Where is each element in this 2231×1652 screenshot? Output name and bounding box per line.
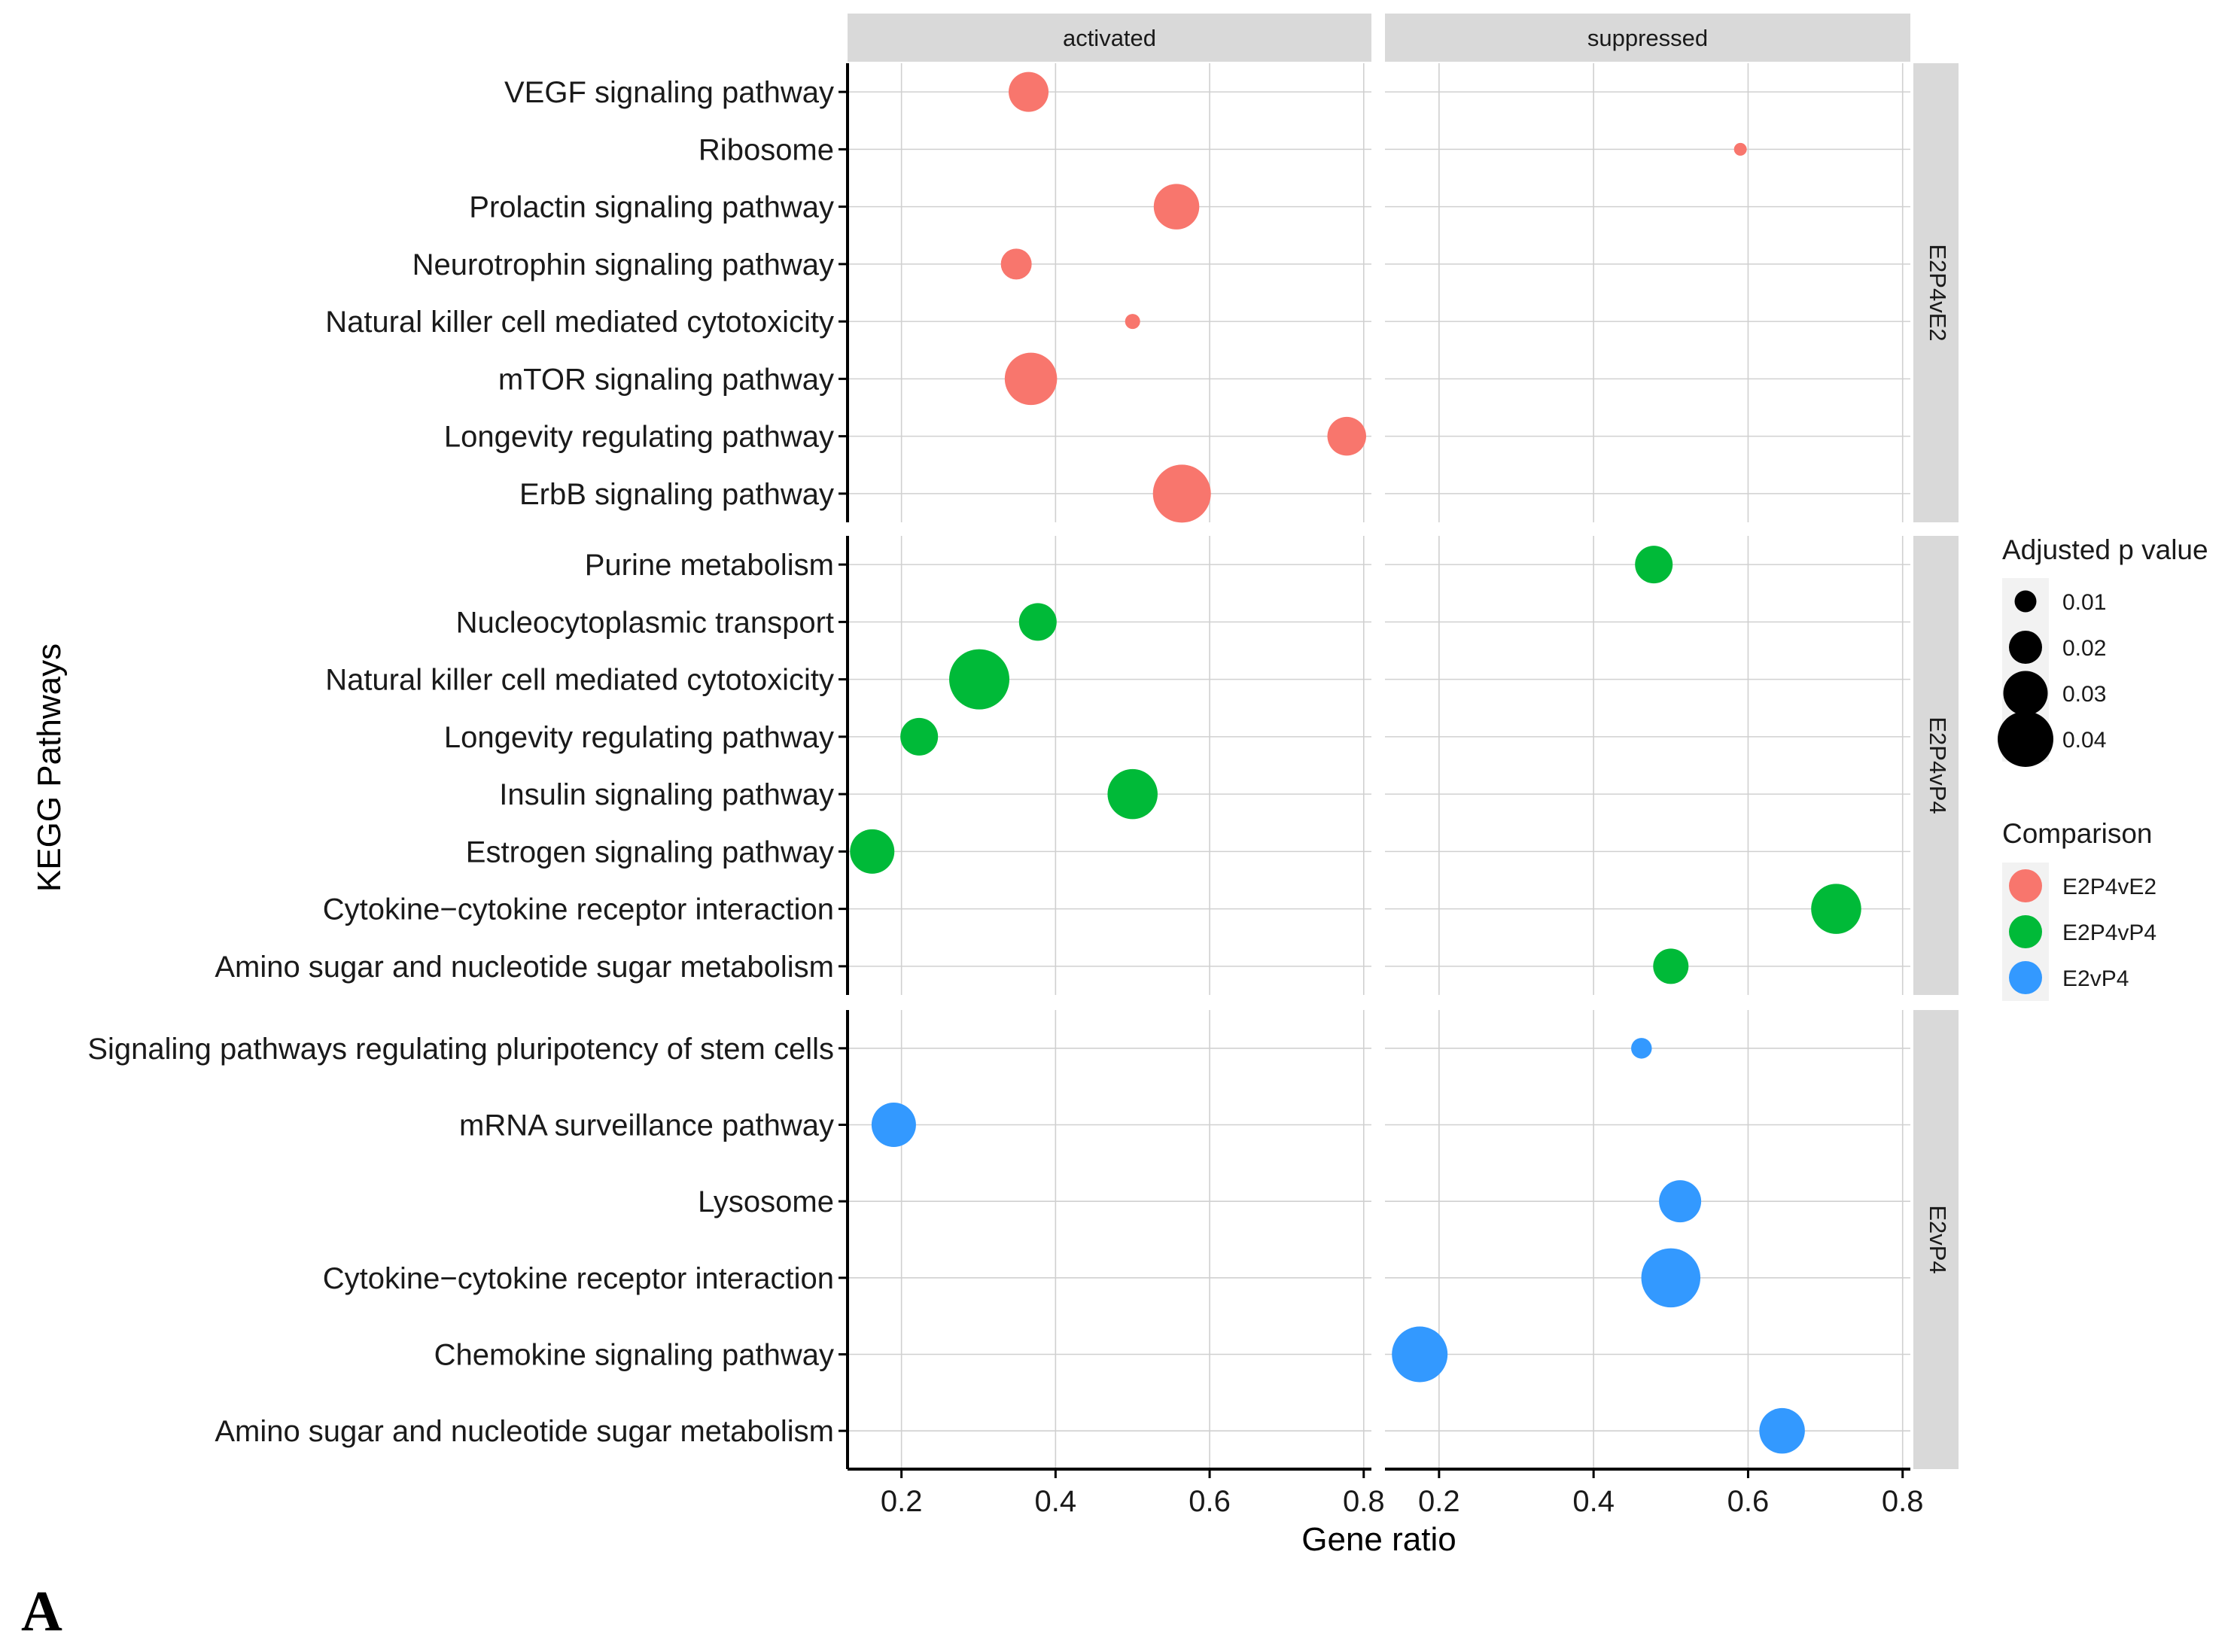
point-e2p4vp4-nucleocytoplasmic-transport [1018, 603, 1057, 641]
y-tick-label-ribosome: Ribosome [699, 133, 834, 166]
point-e2vp4-cytokine-cytokine-receptor-interaction [1641, 1248, 1701, 1308]
y-tick-label-prolactin-signaling-pathway: Prolactin signaling pathway [469, 191, 834, 224]
legend-size-label: 0.01 [2062, 590, 2106, 615]
point-e2p4ve2-prolactin-signaling-pathway [1153, 184, 1200, 230]
y-tick-label-longevity-regulating-pathway: Longevity regulating pathway [444, 721, 834, 754]
strip-e2vp4 [1913, 1010, 1959, 1469]
x-tick-label: 0.4 [1035, 1485, 1077, 1518]
y-tick-label-natural-killer-cell-mediated-cytotoxicity: Natural killer cell mediated cytotoxicit… [325, 664, 834, 697]
legend-color-key-e2p4vp4 [2009, 915, 2042, 948]
y-tick-label-mtor-signaling-pathway: mTOR signaling pathway [498, 363, 834, 396]
y-tick-label-chemokine-signaling-pathway: Chemokine signaling pathway [434, 1339, 834, 1372]
strip-e2p4ve2 [1913, 63, 1959, 522]
y-tick-label-vegf-signaling-pathway: VEGF signaling pathway [504, 76, 834, 109]
y-tick-label-neurotrophin-signaling-pathway: Neurotrophin signaling pathway [412, 248, 834, 281]
strip-label-e2p4vp4: E2P4vP4 [1925, 716, 1951, 814]
point-e2vp4-amino-sugar-and-nucleotide-sugar-metabolism [1759, 1407, 1805, 1454]
y-tick-label-cytokine-cytokine-receptor-interaction: Cytokine−cytokine receptor interaction [323, 1262, 834, 1295]
point-e2p4vp4-cytokine-cytokine-receptor-interaction [1811, 884, 1861, 934]
strip-suppressed [1385, 14, 1910, 62]
point-e2p4vp4-insulin-signaling-pathway [1107, 768, 1158, 820]
point-e2p4ve2-ribosome [1733, 142, 1747, 156]
strip-label-activated: activated [1063, 25, 1156, 51]
x-tick-label: 0.6 [1727, 1485, 1770, 1518]
y-tick-label-nucleocytoplasmic-transport: Nucleocytoplasmic transport [456, 606, 834, 639]
y-tick-label-purine-metabolism: Purine metabolism [585, 549, 834, 582]
y-tick-label-lysosome: Lysosome [698, 1185, 834, 1218]
point-e2vp4-mrna-surveillance-pathway [871, 1103, 916, 1147]
legend-size-label: 0.04 [2062, 728, 2106, 753]
legend-color-label-e2vp4: E2vP4 [2062, 966, 2129, 991]
strip-activated [848, 14, 1371, 62]
x-tick-label: 0.2 [881, 1485, 923, 1518]
point-e2p4ve2-natural-killer-cell-mediated-cytotoxicity [1125, 314, 1140, 330]
legend-size-key [2003, 671, 2048, 716]
figure-label: A [21, 1580, 62, 1643]
legend-size-key [2014, 590, 2037, 613]
y-tick-label-insulin-signaling-pathway: Insulin signaling pathway [499, 778, 834, 811]
x-tick-label: 0.2 [1418, 1485, 1460, 1518]
y-tick-label-amino-sugar-and-nucleotide-sugar-metabolism: Amino sugar and nucleotide sugar metabol… [215, 1415, 834, 1448]
strip-label-suppressed: suppressed [1587, 25, 1708, 51]
point-e2p4ve2-mtor-signaling-pathway [1004, 352, 1058, 406]
point-e2vp4-lysosome [1659, 1180, 1702, 1223]
legend-color-label-e2p4ve2: E2P4vE2 [2062, 875, 2156, 899]
legend-size-title: Adjusted p value [2002, 534, 2208, 565]
legend-size-label: 0.02 [2062, 636, 2106, 661]
point-e2p4vp4-natural-killer-cell-mediated-cytotoxicity [949, 649, 1010, 710]
point-e2p4ve2-vegf-signaling-pathway [1009, 71, 1049, 112]
y-tick-label-signaling-pathways-regulating-pluripotency-of-stem-cells: Signaling pathways regulating pluripoten… [87, 1033, 834, 1066]
point-e2p4vp4-longevity-regulating-pathway [900, 717, 939, 756]
point-e2p4vp4-estrogen-signaling-pathway [850, 829, 895, 874]
point-e2p4vp4-purine-metabolism [1635, 546, 1673, 584]
legend-color-label-e2p4vp4: E2P4vP4 [2062, 920, 2156, 945]
y-tick-label-estrogen-signaling-pathway: Estrogen signaling pathway [466, 835, 834, 869]
legend-size-label: 0.03 [2062, 682, 2106, 707]
strip-label-e2vp4: E2vP4 [1925, 1205, 1951, 1273]
y-axis-title: KEGG Pathways [31, 643, 68, 892]
legend-color-title: Comparison [2002, 818, 2152, 849]
y-tick-label-cytokine-cytokine-receptor-interaction: Cytokine−cytokine receptor interaction [323, 893, 834, 926]
legend-color-key-e2p4ve2 [2009, 869, 2042, 902]
x-tick-label: 0.8 [1882, 1485, 1924, 1518]
point-e2p4vp4-amino-sugar-and-nucleotide-sugar-metabolism [1653, 948, 1689, 984]
y-tick-label-natural-killer-cell-mediated-cytotoxicity: Natural killer cell mediated cytotoxicit… [325, 306, 834, 339]
x-axis-title: Gene ratio [1301, 1521, 1456, 1558]
point-e2vp4-signaling-pathways-regulating-pluripotency-of-stem-cells [1631, 1038, 1652, 1059]
legend-color-key-e2vp4 [2009, 961, 2042, 994]
legend-size-key [1998, 711, 2053, 767]
point-e2p4ve2-neurotrophin-signaling-pathway [1000, 248, 1032, 280]
y-tick-label-mrna-surveillance-pathway: mRNA surveillance pathway [459, 1109, 834, 1142]
point-e2p4ve2-erbb-signaling-pathway [1152, 464, 1211, 523]
point-e2p4ve2-longevity-regulating-pathway [1327, 416, 1366, 456]
y-tick-label-amino-sugar-and-nucleotide-sugar-metabolism: Amino sugar and nucleotide sugar metabol… [215, 951, 834, 984]
point-e2vp4-chemokine-signaling-pathway [1392, 1326, 1448, 1383]
y-tick-label-erbb-signaling-pathway: ErbB signaling pathway [519, 478, 834, 511]
legend-size-key [2009, 631, 2042, 664]
strip-e2p4vp4 [1913, 536, 1959, 995]
x-tick-label: 0.6 [1189, 1485, 1231, 1518]
y-tick-label-longevity-regulating-pathway: Longevity regulating pathway [444, 421, 834, 454]
x-tick-label: 0.4 [1572, 1485, 1615, 1518]
x-tick-label: 0.8 [1343, 1485, 1385, 1518]
strip-label-e2p4ve2: E2P4vE2 [1925, 244, 1951, 341]
